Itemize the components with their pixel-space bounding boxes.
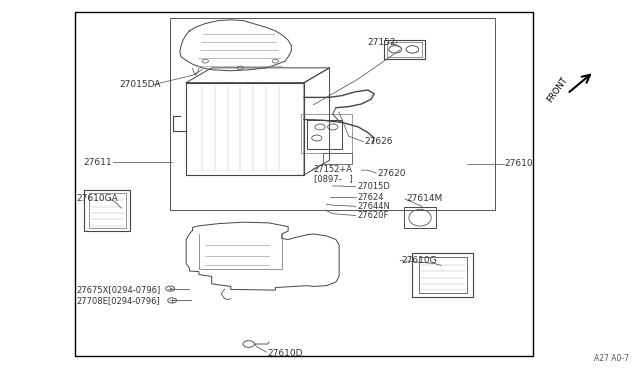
- Text: 27626: 27626: [365, 137, 393, 146]
- Text: 27610D: 27610D: [268, 350, 303, 359]
- Bar: [404, 207, 436, 228]
- Bar: [89, 193, 125, 228]
- Bar: [170, 18, 495, 210]
- Bar: [419, 257, 467, 293]
- Bar: [384, 40, 425, 59]
- Text: 27620F: 27620F: [357, 211, 388, 220]
- Text: 27675X[0294-0796]: 27675X[0294-0796]: [77, 285, 161, 294]
- Text: 27152: 27152: [368, 38, 396, 46]
- Text: 27611: 27611: [83, 157, 111, 167]
- Text: 27015D: 27015D: [357, 182, 390, 191]
- Text: 27644N: 27644N: [357, 202, 390, 211]
- Text: FRONT: FRONT: [545, 76, 569, 105]
- Text: [0897-   ]: [0897- ]: [314, 174, 353, 183]
- Bar: [186, 83, 304, 175]
- Bar: [75, 13, 534, 356]
- Text: 27610: 27610: [505, 159, 533, 169]
- Text: 27624: 27624: [357, 193, 383, 202]
- Text: 27610GA: 27610GA: [77, 195, 118, 203]
- Text: 27610G: 27610G: [401, 256, 437, 265]
- Bar: [301, 114, 352, 153]
- Text: A27 A0-7: A27 A0-7: [594, 354, 629, 363]
- Text: 27614M: 27614M: [406, 195, 442, 203]
- Text: 27620: 27620: [378, 169, 406, 177]
- Text: 27152+A: 27152+A: [314, 165, 353, 174]
- Text: 27015DA: 27015DA: [119, 80, 161, 89]
- Bar: [323, 153, 352, 164]
- Bar: [307, 119, 342, 149]
- Bar: [387, 42, 422, 57]
- Bar: [84, 190, 130, 231]
- Text: 27708E[0294-0796]: 27708E[0294-0796]: [77, 296, 161, 305]
- Bar: [412, 253, 473, 297]
